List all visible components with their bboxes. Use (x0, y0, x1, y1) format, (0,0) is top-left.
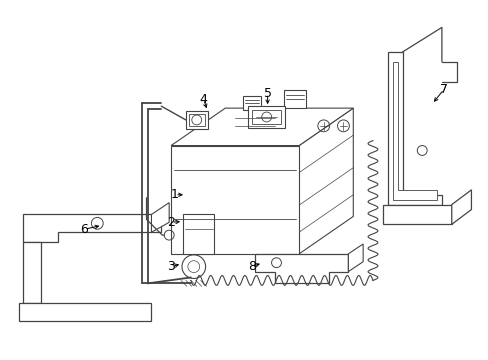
Text: 8: 8 (247, 260, 255, 273)
Bar (247, 106, 285, 128)
Polygon shape (451, 190, 470, 224)
Bar (243, 96, 260, 110)
Polygon shape (23, 215, 161, 242)
Polygon shape (151, 203, 169, 232)
Bar (251, 110, 281, 124)
Bar (185, 111, 207, 129)
Text: 6: 6 (81, 223, 88, 236)
Polygon shape (23, 242, 41, 303)
Bar (188, 114, 204, 126)
Polygon shape (392, 62, 436, 200)
Polygon shape (254, 254, 347, 283)
Polygon shape (19, 303, 151, 321)
Bar (171, 145, 299, 254)
Text: 7: 7 (439, 83, 447, 96)
Text: 3: 3 (167, 260, 175, 273)
Text: 5: 5 (263, 87, 271, 100)
Polygon shape (171, 108, 352, 145)
Polygon shape (347, 244, 363, 271)
Polygon shape (382, 204, 451, 224)
Text: 1: 1 (171, 188, 179, 201)
Polygon shape (387, 52, 441, 204)
Bar (284, 90, 305, 108)
Polygon shape (299, 108, 352, 254)
Text: 2: 2 (167, 216, 175, 229)
Bar (183, 215, 214, 254)
Text: 4: 4 (199, 93, 207, 106)
